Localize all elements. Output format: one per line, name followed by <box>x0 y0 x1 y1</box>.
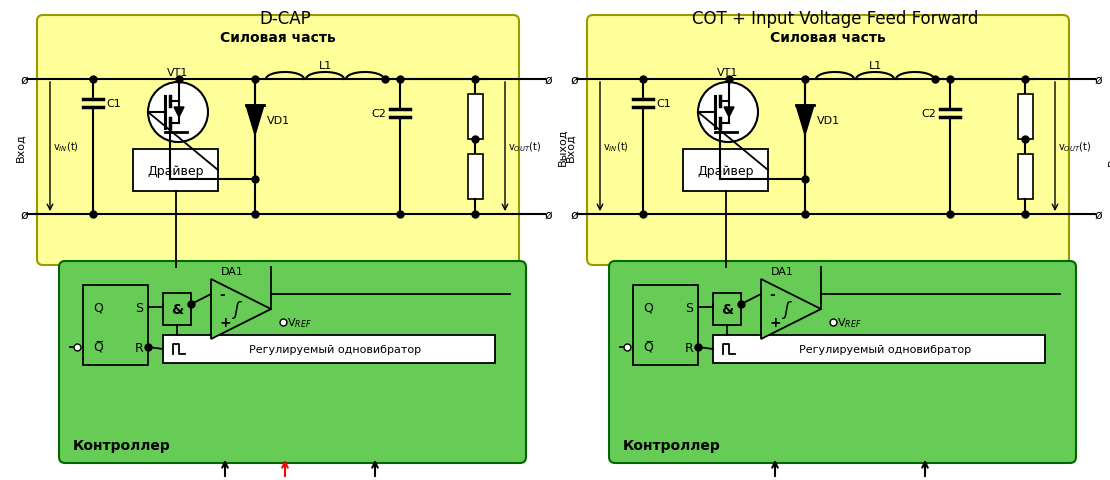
Circle shape <box>148 83 208 143</box>
Text: v$_{IN}$(t): v$_{IN}$(t) <box>603 141 629 154</box>
Text: C2: C2 <box>371 109 386 119</box>
Text: Драйвер: Драйвер <box>148 164 204 177</box>
Text: V$_{REF}$: V$_{REF}$ <box>837 316 861 329</box>
Text: ø: ø <box>1094 208 1102 221</box>
Bar <box>1018 95 1032 140</box>
Text: ø: ø <box>1094 73 1102 86</box>
Bar <box>163 293 191 325</box>
Polygon shape <box>796 106 814 136</box>
Text: S: S <box>135 301 143 314</box>
Text: -: - <box>219 288 224 301</box>
Text: -: - <box>769 288 775 301</box>
Polygon shape <box>174 108 184 118</box>
FancyBboxPatch shape <box>59 262 526 463</box>
Text: v$_{OUT}$(t): v$_{OUT}$(t) <box>1058 141 1091 154</box>
Text: Регулируемый одновибратор: Регулируемый одновибратор <box>249 344 421 354</box>
Circle shape <box>698 83 758 143</box>
Text: ø: ø <box>20 208 28 221</box>
Text: Силовая часть: Силовая часть <box>220 31 336 45</box>
Text: ø: ø <box>544 208 552 221</box>
Text: R: R <box>685 341 694 354</box>
Bar <box>713 336 1045 363</box>
Bar <box>133 150 218 192</box>
Polygon shape <box>761 279 821 339</box>
Polygon shape <box>246 106 264 136</box>
Text: D-CAP: D-CAP <box>259 10 311 28</box>
Text: &: & <box>171 302 183 316</box>
Bar <box>83 286 148 365</box>
Text: ʃ: ʃ <box>784 300 789 318</box>
Text: L1: L1 <box>319 61 332 71</box>
Text: v$_{IN}$(t): v$_{IN}$(t) <box>53 141 79 154</box>
Text: +: + <box>769 315 780 329</box>
Polygon shape <box>724 108 734 118</box>
Bar <box>713 293 741 325</box>
Text: Силовая часть: Силовая часть <box>770 31 886 45</box>
Text: DA1: DA1 <box>770 266 794 276</box>
Text: Q: Q <box>93 301 103 314</box>
Text: Контроллер: Контроллер <box>73 438 171 452</box>
Text: ø: ø <box>571 73 578 86</box>
Text: C1: C1 <box>656 99 670 109</box>
Polygon shape <box>211 279 271 339</box>
Bar <box>467 155 483 200</box>
Text: C1: C1 <box>105 99 121 109</box>
Text: ʃ: ʃ <box>233 300 239 318</box>
Bar <box>163 336 495 363</box>
Text: VT1: VT1 <box>168 68 189 78</box>
FancyBboxPatch shape <box>587 16 1069 265</box>
Text: L1: L1 <box>868 61 881 71</box>
Text: VT1: VT1 <box>717 68 738 78</box>
Bar <box>1018 155 1032 200</box>
Text: &: & <box>720 302 733 316</box>
Text: Выход: Выход <box>1108 129 1110 166</box>
Text: V$_{REF}$: V$_{REF}$ <box>287 316 312 329</box>
Text: Драйвер: Драйвер <box>697 164 754 177</box>
FancyBboxPatch shape <box>37 16 519 265</box>
Text: Q̅: Q̅ <box>643 341 653 354</box>
Bar <box>633 286 698 365</box>
Text: Выход: Выход <box>558 129 568 166</box>
Text: Контроллер: Контроллер <box>623 438 720 452</box>
Text: Вход: Вход <box>566 133 576 162</box>
Text: Q: Q <box>643 301 653 314</box>
Text: Q̅: Q̅ <box>93 341 103 354</box>
Text: Регулируемый одновибратор: Регулируемый одновибратор <box>799 344 971 354</box>
Text: DA1: DA1 <box>221 266 243 276</box>
Text: ø: ø <box>544 73 552 86</box>
Text: C2: C2 <box>921 109 936 119</box>
Bar <box>683 150 768 192</box>
Text: VD1: VD1 <box>817 116 840 126</box>
Text: R: R <box>135 341 144 354</box>
Text: Вход: Вход <box>16 133 26 162</box>
Text: S: S <box>685 301 693 314</box>
Text: ø: ø <box>571 208 578 221</box>
Text: +: + <box>219 315 231 329</box>
Bar <box>467 95 483 140</box>
Text: VD1: VD1 <box>268 116 290 126</box>
Text: COT + Input Voltage Feed Forward: COT + Input Voltage Feed Forward <box>692 10 978 28</box>
Text: v$_{OUT}$(t): v$_{OUT}$(t) <box>508 141 542 154</box>
Text: ø: ø <box>20 73 28 86</box>
FancyBboxPatch shape <box>609 262 1076 463</box>
